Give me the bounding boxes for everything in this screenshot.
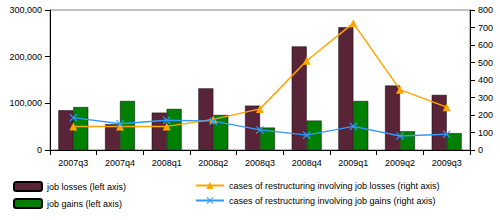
svg-text:600: 600 — [478, 40, 493, 50]
svg-text:300: 300 — [478, 93, 493, 103]
svg-text:job gains (left axis): job gains (left axis) — [46, 199, 122, 209]
svg-text:job losses (left axis): job losses (left axis) — [46, 182, 126, 192]
svg-text:100,000: 100,000 — [9, 98, 42, 108]
svg-text:2007q3: 2007q3 — [58, 158, 88, 168]
svg-text:2009q2: 2009q2 — [385, 158, 415, 168]
svg-text:700: 700 — [478, 23, 493, 33]
svg-text:2009q3: 2009q3 — [432, 158, 462, 168]
svg-text:800: 800 — [478, 5, 493, 15]
svg-text:cases of restructuring involvi: cases of restructuring involving job gai… — [229, 196, 436, 206]
svg-text:2008q1: 2008q1 — [152, 158, 182, 168]
svg-text:100: 100 — [478, 128, 493, 138]
svg-text:0: 0 — [37, 145, 42, 155]
svg-text:2008q4: 2008q4 — [292, 158, 322, 168]
svg-text:2008q3: 2008q3 — [245, 158, 275, 168]
svg-text:200,000: 200,000 — [9, 52, 42, 62]
svg-text:300,000: 300,000 — [9, 5, 42, 15]
svg-text:500: 500 — [478, 58, 493, 68]
svg-text:cases of restructuring involvi: cases of restructuring involving job los… — [229, 181, 440, 191]
svg-text:2007q4: 2007q4 — [105, 158, 135, 168]
svg-text:200: 200 — [478, 110, 493, 120]
svg-text:400: 400 — [478, 75, 493, 85]
svg-text:2009q1: 2009q1 — [338, 158, 368, 168]
svg-text:2008q2: 2008q2 — [198, 158, 228, 168]
svg-text:0: 0 — [478, 145, 483, 155]
